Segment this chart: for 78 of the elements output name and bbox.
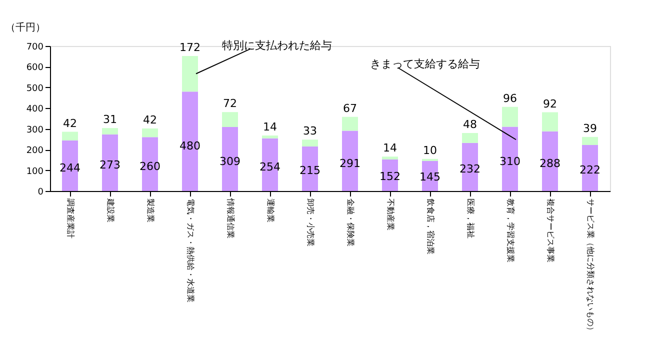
data-label: 232	[460, 162, 480, 176]
bar	[142, 137, 158, 191]
bar	[342, 130, 358, 191]
x-tick-label: 不動産業	[386, 198, 395, 230]
bar	[182, 92, 198, 191]
data-label: 92	[543, 97, 557, 110]
bar	[382, 156, 398, 160]
data-label: 260	[140, 160, 160, 173]
text: きまって支給する給与	[370, 58, 480, 71]
data-label: 145	[420, 170, 440, 184]
data-label: 254	[260, 160, 280, 174]
data-label: 244	[60, 161, 80, 174]
bar	[222, 126, 238, 191]
data-label: 31	[103, 113, 117, 126]
data-label: 96	[503, 92, 517, 105]
y-tick-label: 200	[26, 146, 44, 156]
x-tick-label: 製造業	[146, 198, 155, 222]
x-tick-label: サービス業（他に分類されないもの）	[586, 198, 595, 334]
bar	[462, 142, 478, 191]
data-label: 152	[380, 170, 400, 183]
x-tick-label: 複合サービス事業	[546, 198, 555, 262]
data-label: 10	[423, 144, 437, 157]
data-label: 72	[223, 97, 237, 110]
bar	[102, 128, 118, 134]
x-tick-label: 卸売・小売業	[306, 198, 315, 246]
bar	[582, 145, 598, 191]
y-tick-label: 600	[26, 63, 44, 74]
x-tick-label: 医療，福祉	[466, 198, 475, 238]
y-tick-label: 100	[26, 166, 44, 177]
y-tick-label: 300	[26, 125, 44, 136]
bar	[542, 131, 558, 191]
bar	[502, 106, 518, 127]
x-tick-label: 教育，学習支援業	[506, 198, 515, 262]
bar	[502, 126, 518, 191]
data-label: 33	[303, 124, 317, 138]
bar	[342, 116, 358, 131]
bar	[182, 56, 198, 92]
data-label: 310	[500, 155, 520, 168]
data-label: 273	[100, 158, 120, 172]
data-label: 309	[220, 155, 240, 168]
bar	[102, 134, 118, 191]
data-label: 288	[540, 157, 560, 170]
text: 特別に支払われた給与	[222, 39, 332, 52]
y-tick-label: 700	[26, 42, 44, 52]
x-tick-label: 飲食店，宿泊業	[426, 198, 435, 254]
bar	[542, 112, 558, 132]
data-label: 14	[383, 142, 397, 155]
data-label: 48	[463, 118, 477, 131]
x-tick-label: 情報通信業	[226, 198, 235, 238]
y-tick-label: 0	[38, 188, 44, 198]
y-tick-label: 400	[26, 104, 44, 115]
bar	[262, 138, 278, 191]
data-label: 172	[180, 40, 200, 54]
y-tick-label: 500	[26, 84, 44, 94]
data-label: 215	[300, 164, 320, 177]
data-label: 42	[143, 113, 157, 126]
bar	[262, 135, 278, 138]
y-axis-title: （千円）	[6, 22, 46, 34]
bar	[582, 136, 598, 146]
x-tick-label: 運輸業	[266, 198, 275, 222]
data-label: 39	[583, 122, 597, 135]
data-label: 14	[263, 120, 277, 134]
data-label: 67	[343, 102, 357, 115]
data-label: 42	[63, 116, 77, 130]
bar	[62, 140, 78, 191]
x-tick-label: 電気・ガス・熱供給・水道業	[186, 198, 195, 302]
bar	[302, 146, 318, 191]
data-label: 480	[180, 139, 200, 152]
x-tick-label: 金融・保険業	[346, 198, 355, 246]
bar	[62, 132, 78, 140]
bar	[222, 112, 238, 127]
data-label: 291	[340, 156, 360, 170]
x-tick-label: 調査産業計	[66, 198, 75, 238]
x-tick-label: 建設業	[106, 198, 115, 222]
bar	[142, 128, 158, 138]
bar	[302, 140, 318, 146]
bar	[462, 133, 478, 143]
data-label: 222	[580, 163, 600, 176]
